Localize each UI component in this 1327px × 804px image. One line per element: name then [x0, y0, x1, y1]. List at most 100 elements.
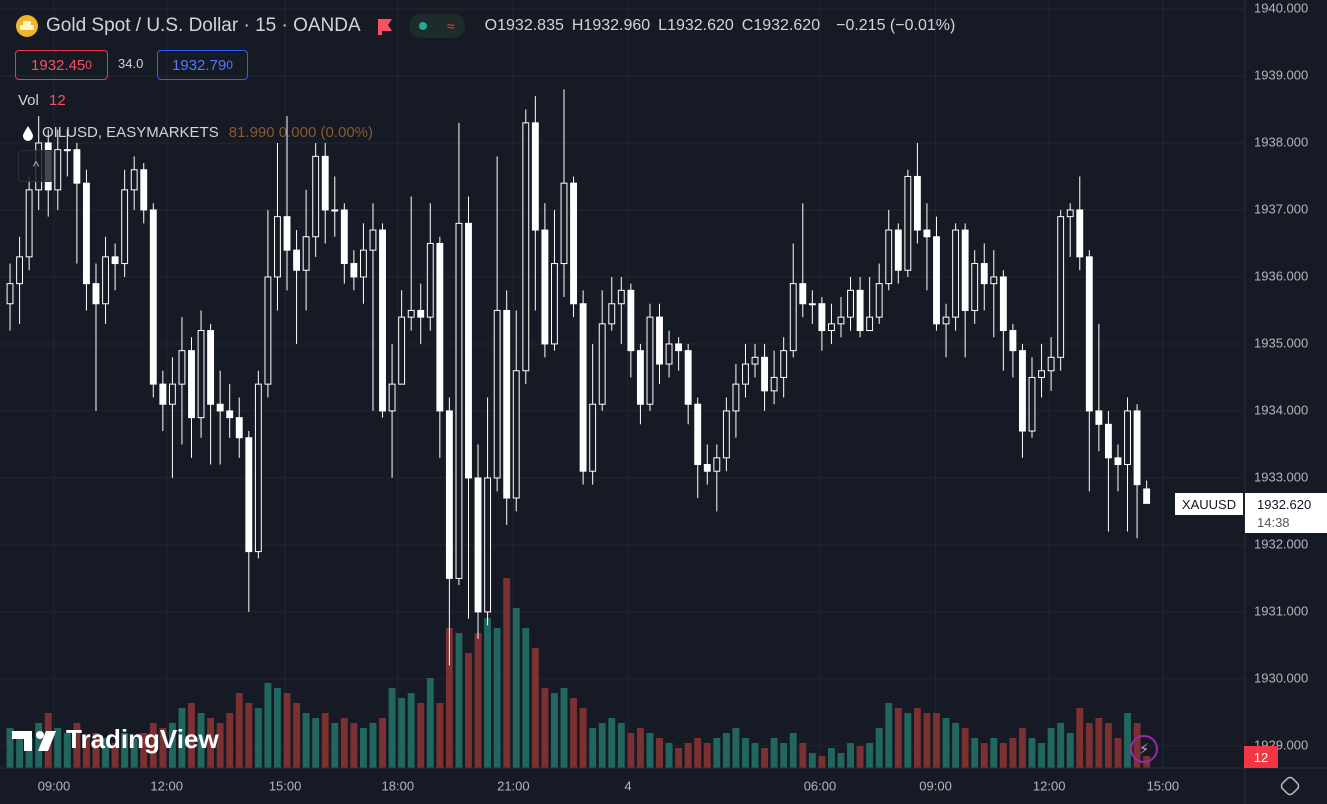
overlay-symbol[interactable]: OILUSD, EASYMARKETS: [42, 124, 219, 141]
y-tick-label: 1934.000: [1254, 402, 1308, 417]
candle-body: [73, 149, 81, 184]
y-tick-label: 1932.000: [1254, 536, 1308, 551]
candle-body: [1085, 256, 1093, 412]
candle-body: [894, 229, 902, 271]
volume-bar: [1124, 713, 1131, 768]
candle-body: [254, 383, 262, 553]
sell-price: 1932.45: [31, 56, 86, 74]
volume-bar: [608, 718, 616, 768]
volume-bar: [149, 723, 157, 768]
candle-body: [942, 316, 950, 325]
candle-body: [827, 323, 835, 332]
symbol-title[interactable]: Gold Spot / U.S. Dollar · 15 · OANDA: [46, 15, 361, 36]
collapse-legend-button[interactable]: ^: [18, 150, 54, 182]
volume-bar: [732, 728, 740, 768]
candle-body: [340, 209, 348, 265]
candle-body: [913, 175, 921, 231]
ohlc-key: H: [571, 17, 584, 34]
candle-body: [885, 229, 893, 285]
volume-bar: [216, 723, 224, 768]
candle-body: [598, 323, 606, 405]
volume-bar: [207, 718, 215, 768]
buy-button[interactable]: 1932.79 0: [157, 50, 248, 80]
ohlc-value: 1932.960: [583, 17, 651, 34]
volume-bar: [388, 688, 396, 768]
candle-body: [321, 155, 329, 211]
volume-bar: [1038, 743, 1045, 768]
volume-bar: [111, 743, 119, 768]
candle-body: [54, 149, 62, 191]
volume-bar: [369, 723, 377, 768]
volume-bar: [474, 633, 482, 768]
candle-body: [665, 343, 673, 365]
volume-bar: [102, 738, 109, 768]
candle-body: [1009, 330, 1017, 352]
volume-bar: [827, 748, 835, 768]
volume-bar: [264, 683, 272, 768]
candle-body: [713, 457, 721, 472]
volume-bar: [1019, 728, 1026, 768]
volume-bar: [551, 693, 558, 768]
candle-body: [818, 303, 826, 332]
sell-button[interactable]: 1932.45 0: [15, 50, 108, 80]
candle-body: [226, 410, 234, 419]
candle-body: [474, 477, 482, 613]
volume-bar: [885, 703, 893, 768]
volume-bar: [856, 746, 864, 768]
volume-bar: [656, 738, 663, 768]
candle-body: [1114, 457, 1122, 466]
volume-bar: [1095, 718, 1103, 768]
candle-body: [971, 263, 979, 311]
candle-body: [961, 229, 969, 311]
volume-bar: [83, 738, 90, 768]
flag-icon[interactable]: [375, 16, 395, 36]
ohlc-value: 1932.620: [667, 17, 734, 34]
volume-bar: [923, 713, 931, 768]
status-pill[interactable]: ≈: [408, 14, 465, 38]
volume-bar: [426, 678, 434, 768]
symbol-icon[interactable]: [14, 13, 40, 39]
volume-bar: [283, 693, 291, 768]
buy-price: 1932.79: [172, 56, 227, 74]
candle-body: [684, 350, 692, 405]
volume-bar: [694, 738, 702, 768]
volume-bar: [675, 748, 683, 768]
spread: 34.0: [118, 56, 144, 71]
volume-bar: [627, 733, 635, 768]
candle-body: [235, 417, 243, 439]
volume-bar: [598, 723, 606, 768]
volume-bar: [971, 738, 979, 768]
candle-body: [999, 276, 1007, 332]
candle-body: [694, 403, 702, 466]
volume-bar: [894, 708, 902, 768]
candle-body: [570, 182, 577, 305]
candle-body: [25, 189, 33, 258]
candle-body: [159, 383, 167, 405]
candle-body: [465, 222, 472, 479]
volume-bar: [455, 633, 463, 768]
y-tick-label: 1931.000: [1254, 603, 1308, 618]
y-tick-label: 1940.000: [1254, 0, 1308, 15]
volume-bar: [350, 723, 358, 768]
volume-bar: [799, 743, 807, 768]
candle-body: [990, 276, 998, 285]
volume-bar: [522, 628, 530, 768]
candle-body: [302, 236, 310, 271]
alert-button[interactable]: ⚡: [1130, 735, 1158, 763]
volume-bar: [1028, 738, 1036, 768]
candle-body: [617, 289, 625, 305]
candle-body: [121, 189, 129, 265]
volume-bar: [570, 698, 577, 768]
volume-bar: [25, 738, 33, 768]
candle-body: [675, 343, 683, 352]
x-tick-label: 12:00: [150, 778, 183, 793]
overlay-values: 81.990 0.000 (0.00%): [228, 124, 373, 141]
candle-body: [780, 350, 788, 378]
oil-icon: [23, 125, 33, 141]
grid: [0, 0, 1245, 768]
volume-bar: [1114, 738, 1122, 768]
candle-body: [149, 209, 157, 385]
candle-body: [789, 283, 797, 352]
volume-bar: [1009, 738, 1017, 768]
